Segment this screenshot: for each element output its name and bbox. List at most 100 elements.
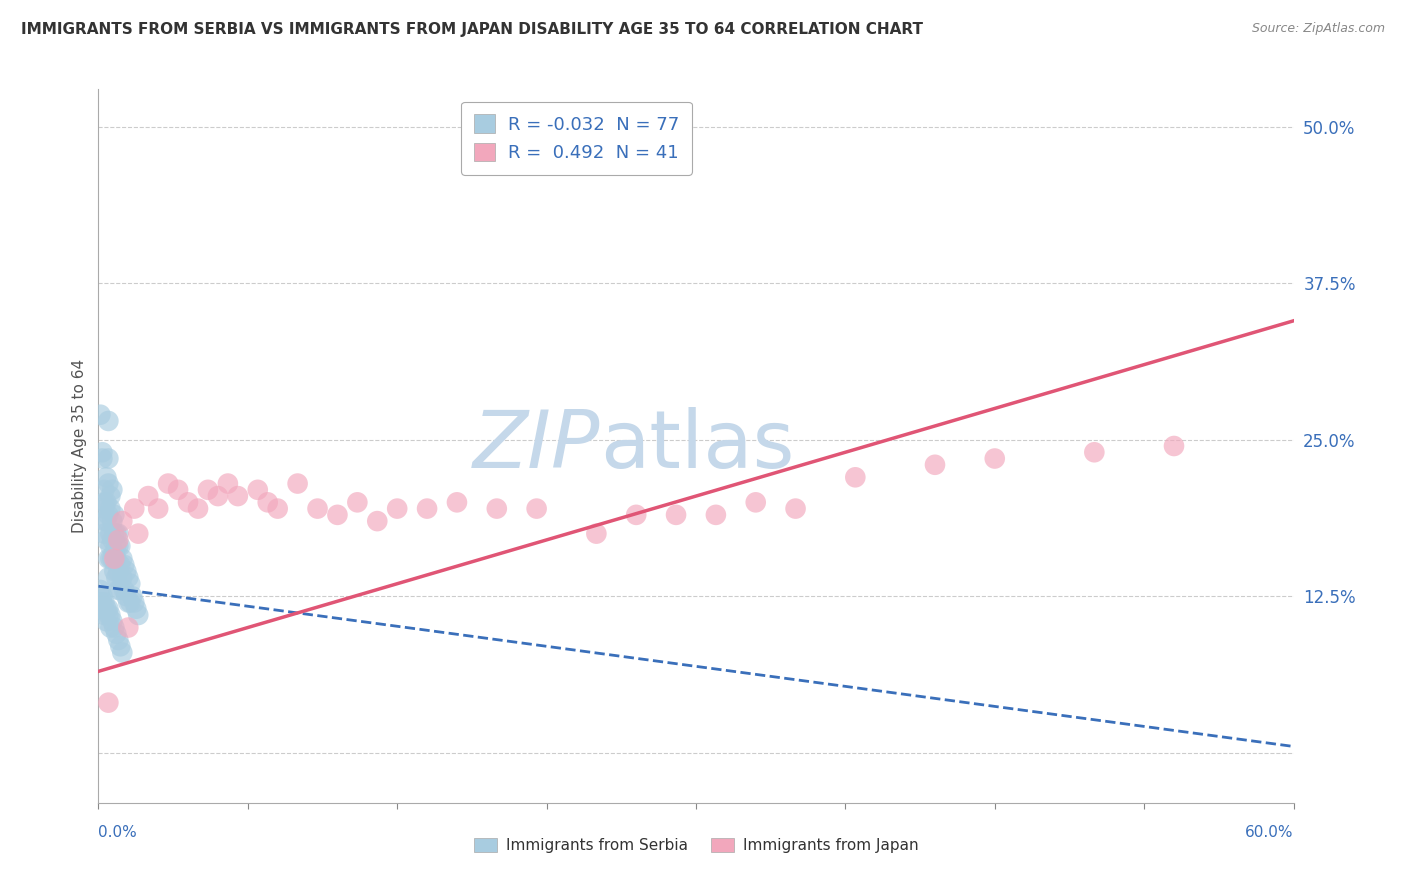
Point xyxy=(110,539,132,553)
Point xyxy=(112,582,135,597)
Point xyxy=(785,501,807,516)
Text: IMMIGRANTS FROM SERBIA VS IMMIGRANTS FROM JAPAN DISABILITY AGE 35 TO 64 CORRELAT: IMMIGRANTS FROM SERBIA VS IMMIGRANTS FRO… xyxy=(21,22,924,37)
Point xyxy=(117,621,139,635)
Point xyxy=(626,508,648,522)
Point xyxy=(107,526,129,541)
Point xyxy=(107,633,129,648)
Point xyxy=(307,501,329,516)
Point xyxy=(93,501,115,516)
Point xyxy=(125,601,148,615)
Point xyxy=(98,489,122,503)
Point xyxy=(93,607,115,622)
Point xyxy=(745,495,768,509)
Point xyxy=(107,582,129,597)
Point xyxy=(98,621,122,635)
Point xyxy=(96,514,118,528)
Point xyxy=(287,476,309,491)
Point xyxy=(89,589,111,603)
Point xyxy=(117,595,139,609)
Point xyxy=(1083,445,1105,459)
Point xyxy=(207,489,229,503)
Text: 60.0%: 60.0% xyxy=(1246,825,1294,840)
Point xyxy=(89,595,111,609)
Point xyxy=(111,646,134,660)
Point xyxy=(97,508,120,522)
Point xyxy=(97,570,120,584)
Point xyxy=(924,458,946,472)
Point xyxy=(385,501,409,516)
Point xyxy=(984,451,1007,466)
Point xyxy=(127,607,149,622)
Point xyxy=(107,564,129,578)
Point xyxy=(446,495,468,509)
Point xyxy=(346,495,368,509)
Point xyxy=(89,582,111,597)
Point xyxy=(91,595,114,609)
Point xyxy=(96,614,118,628)
Point xyxy=(98,539,122,553)
Point xyxy=(103,508,125,522)
Point xyxy=(246,483,269,497)
Point xyxy=(96,601,118,615)
Point xyxy=(93,495,115,509)
Point xyxy=(665,508,688,522)
Point xyxy=(197,483,219,497)
Point xyxy=(105,526,128,541)
Point xyxy=(187,501,209,516)
Point xyxy=(110,558,132,572)
Point xyxy=(177,495,200,509)
Point xyxy=(103,551,125,566)
Point xyxy=(107,533,129,547)
Point xyxy=(844,470,866,484)
Point xyxy=(89,408,111,422)
Point xyxy=(103,526,125,541)
Point xyxy=(93,526,115,541)
Point xyxy=(91,601,114,615)
Point xyxy=(93,514,115,528)
Point xyxy=(91,589,114,603)
Point xyxy=(97,451,120,466)
Point xyxy=(93,483,115,497)
Point xyxy=(97,601,120,615)
Point xyxy=(256,495,278,509)
Point xyxy=(111,514,134,528)
Point xyxy=(98,526,122,541)
Legend: Immigrants from Serbia, Immigrants from Japan: Immigrants from Serbia, Immigrants from … xyxy=(468,831,924,859)
Point xyxy=(110,640,132,654)
Point xyxy=(115,564,138,578)
Point xyxy=(485,501,508,516)
Point xyxy=(91,451,114,466)
Point xyxy=(103,564,125,578)
Point xyxy=(526,501,548,516)
Text: Source: ZipAtlas.com: Source: ZipAtlas.com xyxy=(1251,22,1385,36)
Point xyxy=(105,627,128,641)
Point xyxy=(217,476,239,491)
Point xyxy=(97,607,120,622)
Point xyxy=(1163,439,1185,453)
Point xyxy=(326,508,349,522)
Point xyxy=(124,595,146,609)
Text: atlas: atlas xyxy=(600,407,794,485)
Text: ZIP: ZIP xyxy=(472,407,600,485)
Point xyxy=(101,514,124,528)
Point xyxy=(416,501,439,516)
Point xyxy=(120,595,142,609)
Point xyxy=(101,483,124,497)
Point xyxy=(97,414,120,428)
Point xyxy=(366,514,388,528)
Point xyxy=(110,582,132,597)
Point xyxy=(103,545,125,559)
Point xyxy=(585,526,607,541)
Point xyxy=(91,445,114,459)
Y-axis label: Disability Age 35 to 64: Disability Age 35 to 64 xyxy=(72,359,87,533)
Point xyxy=(98,501,122,516)
Point xyxy=(117,570,139,584)
Point xyxy=(112,558,135,572)
Point xyxy=(120,576,142,591)
Point xyxy=(98,551,122,566)
Text: 0.0%: 0.0% xyxy=(98,825,138,840)
Point xyxy=(107,539,129,553)
Point xyxy=(101,614,124,628)
Point xyxy=(96,470,118,484)
Point xyxy=(103,621,125,635)
